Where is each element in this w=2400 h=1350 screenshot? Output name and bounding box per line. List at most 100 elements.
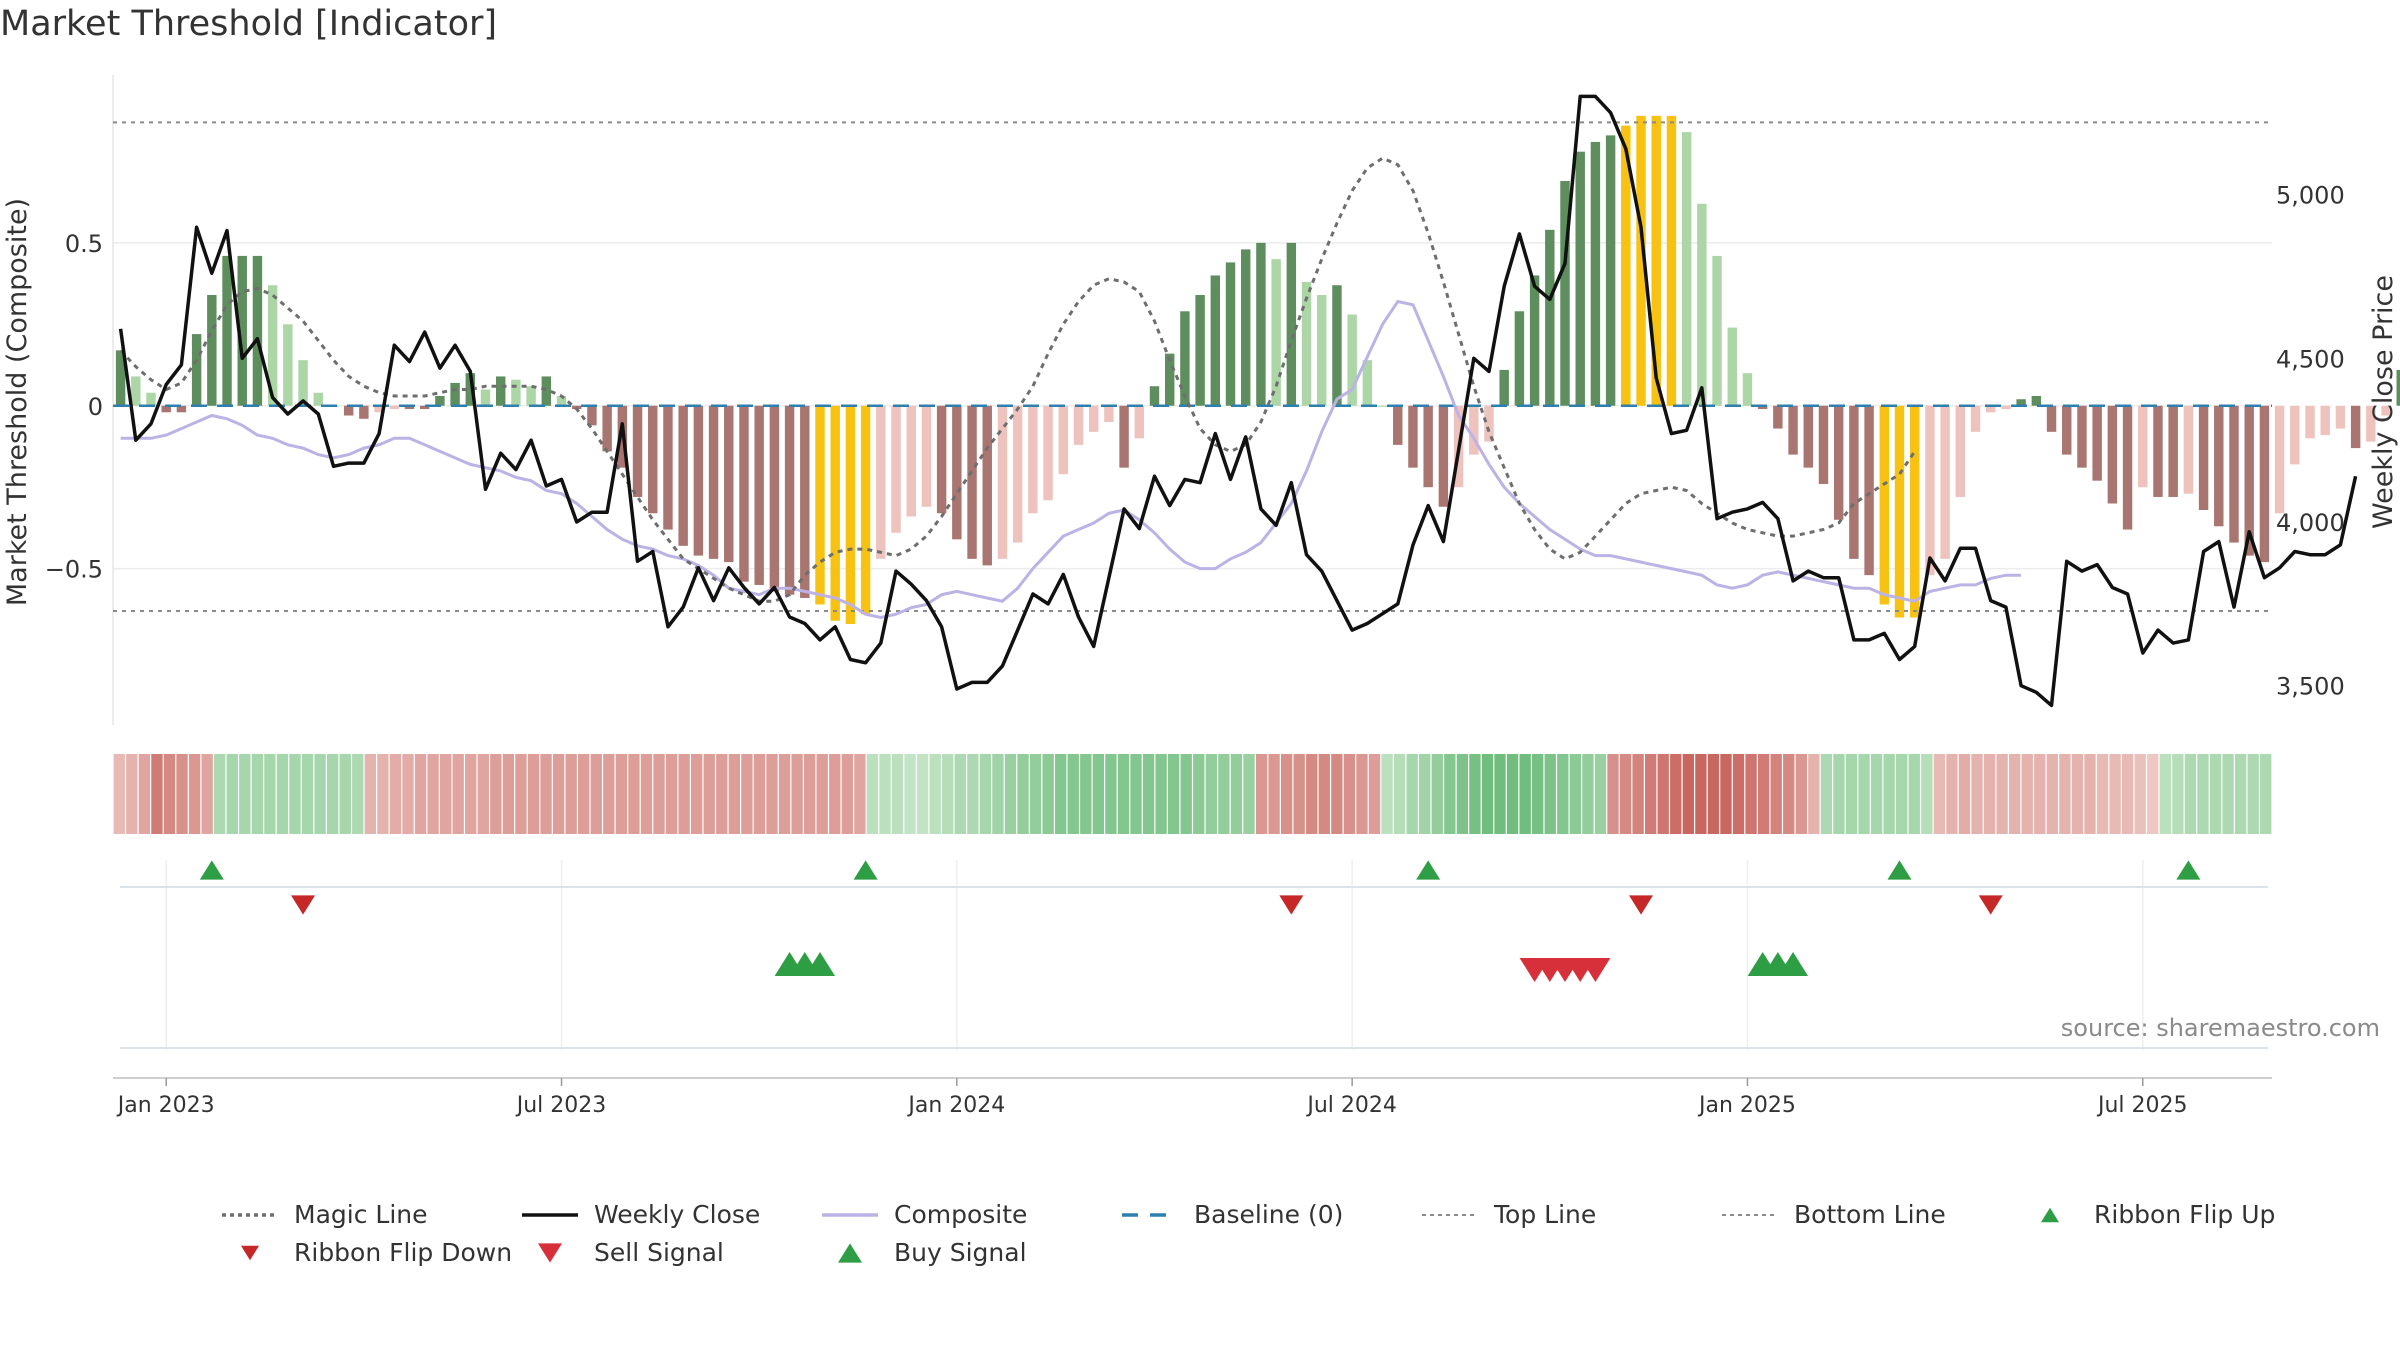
ribbon-cell (1670, 754, 1682, 834)
composite-bar (693, 405, 704, 556)
ribbon-cell (1820, 754, 1833, 834)
ribbon-cell (791, 754, 803, 834)
composite-bar (1377, 405, 1388, 407)
buy-signal-marker (1778, 952, 1809, 976)
ribbon-cell (1946, 754, 1958, 834)
ribbon-cell (1105, 754, 1117, 834)
composite-bar (632, 405, 643, 497)
ribbon-cell (2096, 754, 2109, 834)
ribbon-cell (1444, 754, 1456, 834)
composite-bar (891, 405, 901, 533)
ribbon-cell (1958, 754, 1971, 834)
ribbon-cell (2046, 754, 2059, 834)
ribbon-cell (1419, 754, 1431, 834)
composite-bar (1697, 203, 1707, 406)
ribbon-cell (414, 754, 427, 834)
composite-bar (1423, 405, 1433, 488)
composite-bar (2305, 405, 2315, 439)
ribbon-cell (1795, 754, 1807, 834)
ribbon-cell (1783, 754, 1795, 834)
composite-bar (480, 389, 491, 406)
composite-bar (1241, 249, 1251, 406)
ribbon-flip-up-marker (1887, 860, 1912, 880)
composite-bar (602, 405, 612, 452)
composite-bar (921, 405, 932, 507)
ribbon-cell (916, 754, 929, 834)
x-tick-label: Jul 2025 (2096, 1093, 2188, 1118)
ribbon-cell (2084, 754, 2096, 834)
right-tick-label: 5,000 (2276, 182, 2345, 210)
ribbon-flip-down-marker (1629, 895, 1654, 915)
legend-swatch (838, 1242, 862, 1263)
composite-bar (1256, 242, 1266, 406)
ribbon-cell (402, 754, 414, 834)
ribbon-cell (841, 754, 853, 834)
composite-bar (936, 405, 947, 514)
ribbon-cell (1017, 754, 1029, 834)
composite-bar (526, 386, 536, 406)
composite-bar (967, 405, 977, 559)
composite-bar (374, 405, 384, 413)
composite-bar (495, 376, 506, 406)
composite-bar (876, 405, 886, 559)
right-tick-label: 4,000 (2276, 509, 2345, 537)
ribbon-cell (389, 754, 402, 834)
composite-bar (2168, 405, 2178, 497)
composite-bar (1164, 353, 1175, 406)
composite-bar (2335, 405, 2346, 429)
ribbon-cell (1218, 754, 1230, 834)
ribbon-cell (1055, 754, 1067, 834)
composite-bar (207, 295, 217, 406)
ribbon-cell (1268, 754, 1280, 834)
ribbon-cell (314, 754, 326, 834)
ribbon-cell (942, 754, 954, 834)
composite-bar (1058, 405, 1068, 475)
ribbon-cell (691, 754, 703, 834)
chart-title: Market Threshold [Indicator] (0, 4, 498, 44)
ribbon-cell (2009, 754, 2021, 834)
composite-bar (1666, 115, 1677, 406)
left-tick-label: 0.5 (65, 230, 103, 258)
ribbon-cell (1632, 754, 1644, 834)
ribbon-cell (703, 754, 715, 834)
composite-bar (1043, 405, 1053, 501)
composite-bar (389, 405, 399, 410)
right-tick-label: 4,500 (2276, 345, 2345, 373)
ribbon-cell (552, 754, 565, 834)
ribbon-cell (1205, 754, 1218, 834)
x-tick-label: Jul 2023 (515, 1093, 607, 1118)
x-tick-label: Jan 2025 (1697, 1093, 1796, 1118)
ribbon-cell (527, 754, 540, 834)
ribbon-cell (2121, 754, 2134, 834)
ribbon-cell (1557, 754, 1569, 834)
composite-bar (2244, 405, 2254, 556)
composite-bar (2381, 405, 2391, 416)
composite-bar (1134, 405, 1144, 439)
ribbon-cell (1243, 754, 1255, 834)
composite-bar (1028, 405, 1038, 514)
ribbon-cell (126, 754, 138, 834)
composite-bar (1681, 132, 1692, 406)
composite-bar (678, 405, 688, 546)
ribbon-cell (1644, 754, 1657, 834)
composite-bar (298, 360, 308, 406)
legend-swatch (1422, 1213, 1478, 1216)
composite-bar (830, 405, 840, 621)
legend-item: Sell Signal (520, 1238, 724, 1267)
ribbon-cell (1695, 754, 1707, 834)
legend-label: Top Line (1494, 1200, 1597, 1229)
buy-signal-marker (804, 952, 835, 976)
left-axis-label: Market Threshold (Composite) (2, 198, 33, 606)
ribbon-cell (716, 754, 728, 834)
composite-bar (1605, 135, 1616, 406)
ribbon-cell (615, 754, 628, 834)
composite-bar (739, 405, 749, 582)
composite-bar (2290, 405, 2300, 465)
ribbon-cell (778, 754, 791, 834)
composite-bar (313, 392, 323, 406)
ribbon-cell (289, 754, 301, 834)
composite-bar (1894, 405, 1905, 618)
composite-bar (1986, 405, 1996, 413)
composite-bar (2259, 405, 2270, 563)
composite-bar (2001, 405, 2011, 410)
